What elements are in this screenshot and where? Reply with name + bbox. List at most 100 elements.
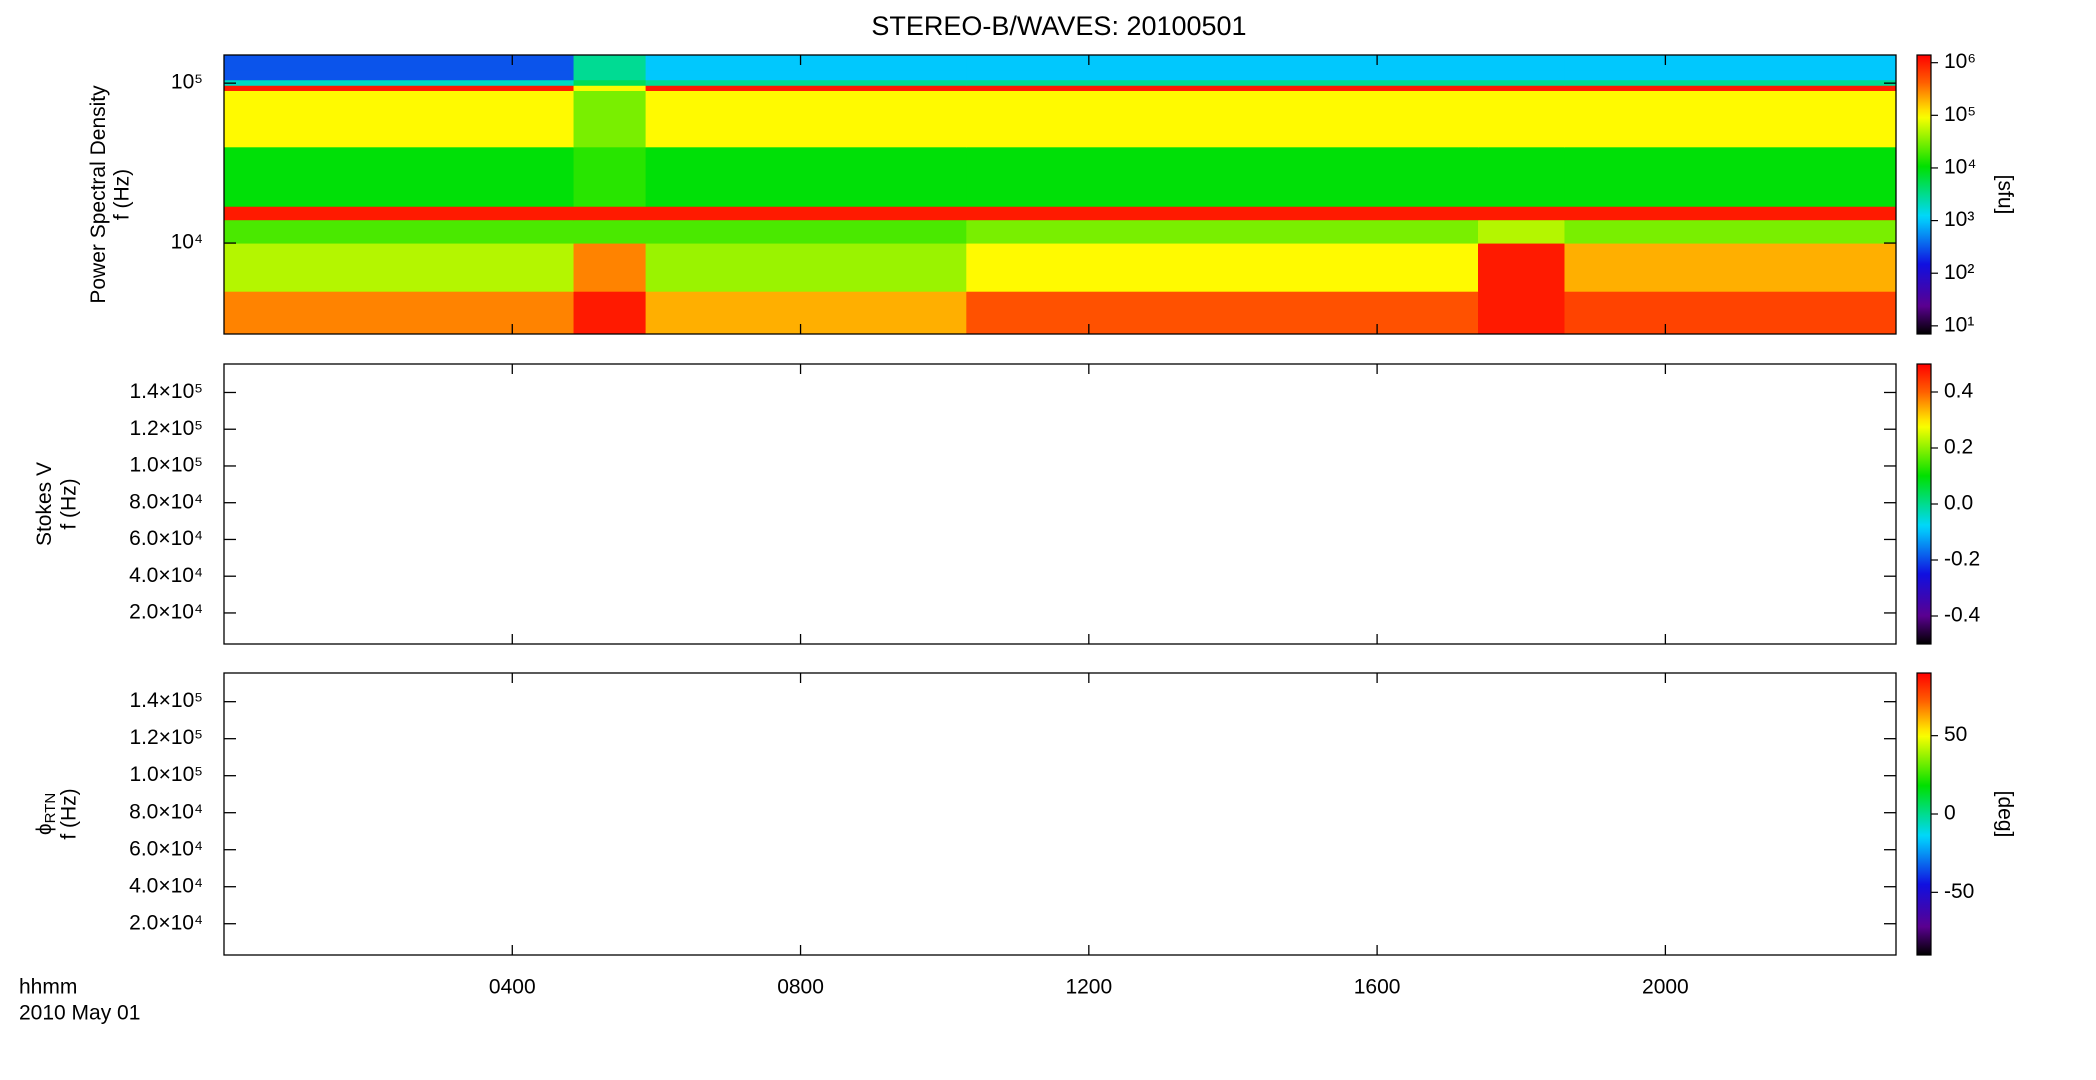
heatmap-cell (573, 85, 647, 91)
colorbar-tick-label: 10¹ (1944, 313, 1974, 336)
heatmap-cell (966, 219, 1479, 244)
heatmap-cell (224, 90, 575, 148)
colorbar (1916, 54, 1932, 335)
chart-title: STEREO-B/WAVES: 20100501 (871, 11, 1246, 41)
heatmap-cell (1478, 55, 1565, 71)
heatmap-cell (1564, 291, 1897, 335)
heatmap-cell (966, 90, 1479, 148)
x-axis-date: 2010 May 01 (19, 1002, 140, 1025)
heatmap-cell (1478, 146, 1565, 207)
plot-frame (223, 363, 1897, 645)
y-tick-label: 6.0×10⁴ (129, 837, 203, 860)
heatmap-cell (224, 79, 575, 86)
y-tick-label: 10⁵ (171, 71, 203, 94)
heatmap-cell (1564, 206, 1897, 221)
colorbar-tick-label: 10⁵ (1944, 103, 1976, 126)
y-axis-title: ϕRTN (33, 793, 59, 835)
heatmap-cell (224, 146, 575, 207)
y-tick-label: 1.2×10⁵ (129, 726, 203, 749)
x-tick-label: 1600 (1354, 976, 1401, 999)
x-axis-label: hhmm (19, 976, 77, 999)
y-axis-unit: f (Hz) (58, 478, 81, 529)
x-tick-label: 2000 (1642, 976, 1689, 999)
heatmap-cell (224, 219, 575, 244)
heatmap-cell (645, 90, 967, 148)
heatmap-cell (645, 291, 967, 335)
heatmap-cell (1478, 291, 1565, 335)
colorbar-tick-label: 0 (1944, 802, 1956, 825)
heatmap-cell (1478, 206, 1565, 221)
heatmap-cell (645, 55, 967, 71)
heatmap-cell (573, 206, 647, 221)
y-axis-title-sub: RTN (42, 793, 59, 824)
colorbar-tick-label: 10² (1944, 261, 1974, 284)
heatmap-cell (645, 70, 967, 81)
y-tick-label: 4.0×10⁴ (129, 564, 203, 587)
heatmap-cell (1564, 70, 1897, 81)
y-axis-title-text: ϕ (33, 823, 56, 835)
colorbar-tick-label: 0.2 (1944, 436, 1973, 459)
y-axis-title: Stokes V (33, 462, 56, 546)
heatmap-cell (1478, 70, 1565, 81)
y-tick-label: 4.0×10⁴ (129, 874, 203, 897)
heatmap-cell (1478, 219, 1565, 244)
y-axis-title-text: Stokes V (33, 462, 56, 546)
heatmap-cell (573, 55, 647, 71)
heatmap-cell (1478, 90, 1565, 148)
heatmap-cell (1478, 85, 1565, 91)
colorbar-tick-label: 10⁴ (1944, 156, 1976, 179)
colorbar-label: [deg] (1993, 791, 2016, 838)
heatmap-cell (1478, 79, 1565, 86)
heatmap-cell (1478, 243, 1565, 292)
heatmap-cell (573, 219, 647, 244)
colorbar-tick-label: -0.4 (1944, 604, 1981, 627)
heatmap-cell (224, 206, 575, 221)
colorbar-tick-label: -50 (1944, 880, 1974, 903)
heatmap-cell (645, 79, 967, 86)
colorbar-tick-label: -0.2 (1944, 548, 1980, 571)
x-tick-label: 0800 (777, 976, 824, 999)
y-axis-title: Power Spectral Density (87, 85, 110, 304)
heatmap-cell (966, 146, 1479, 207)
heatmap-cell (966, 79, 1479, 86)
y-tick-label: 1.2×10⁵ (129, 417, 203, 440)
heatmap-cell (573, 291, 647, 335)
colorbar-tick-label: 10⁶ (1944, 50, 1976, 73)
heatmap-cell (966, 55, 1479, 71)
heatmap-cell (966, 206, 1479, 221)
heatmap-cell (573, 146, 647, 207)
heatmap-cell (645, 146, 967, 207)
heatmap-cell (966, 291, 1479, 335)
heatmap-cell (1564, 55, 1897, 71)
y-axis-unit: f (Hz) (111, 169, 134, 220)
heatmap-cell (1564, 243, 1897, 292)
colorbar-tick-label: 0.0 (1944, 492, 1973, 515)
colorbar-tick-label: 10³ (1944, 208, 1974, 231)
heatmap-cell (224, 70, 575, 81)
heatmap-cell (573, 79, 647, 86)
plot-frame (223, 672, 1897, 956)
heatmap-cell (966, 243, 1479, 292)
plot-frame (223, 54, 1897, 335)
heatmap-cell (1564, 79, 1897, 86)
heatmap-cell (573, 70, 647, 81)
y-tick-label: 8.0×10⁴ (129, 490, 203, 513)
x-tick-label: 0400 (489, 976, 536, 999)
y-tick-label: 2.0×10⁴ (129, 911, 203, 934)
y-tick-label: 1.4×10⁵ (129, 380, 203, 403)
y-tick-label: 1.4×10⁵ (129, 689, 203, 712)
y-axis-title-text: Power Spectral Density (87, 85, 110, 304)
y-tick-label: 2.0×10⁴ (129, 600, 203, 623)
heatmap-cell (1564, 219, 1897, 244)
heatmap-cell (966, 70, 1479, 81)
colorbar-tick-label: 0.4 (1944, 380, 1974, 403)
heatmap-cell (645, 243, 967, 292)
heatmap-cell (224, 85, 575, 91)
heatmap-cell (224, 55, 575, 71)
heatmap-cell (573, 243, 647, 292)
colorbar (1916, 363, 1932, 645)
heatmap-cell (224, 291, 575, 335)
heatmap-cell (1564, 90, 1897, 148)
y-axis-unit: f (Hz) (58, 788, 81, 839)
